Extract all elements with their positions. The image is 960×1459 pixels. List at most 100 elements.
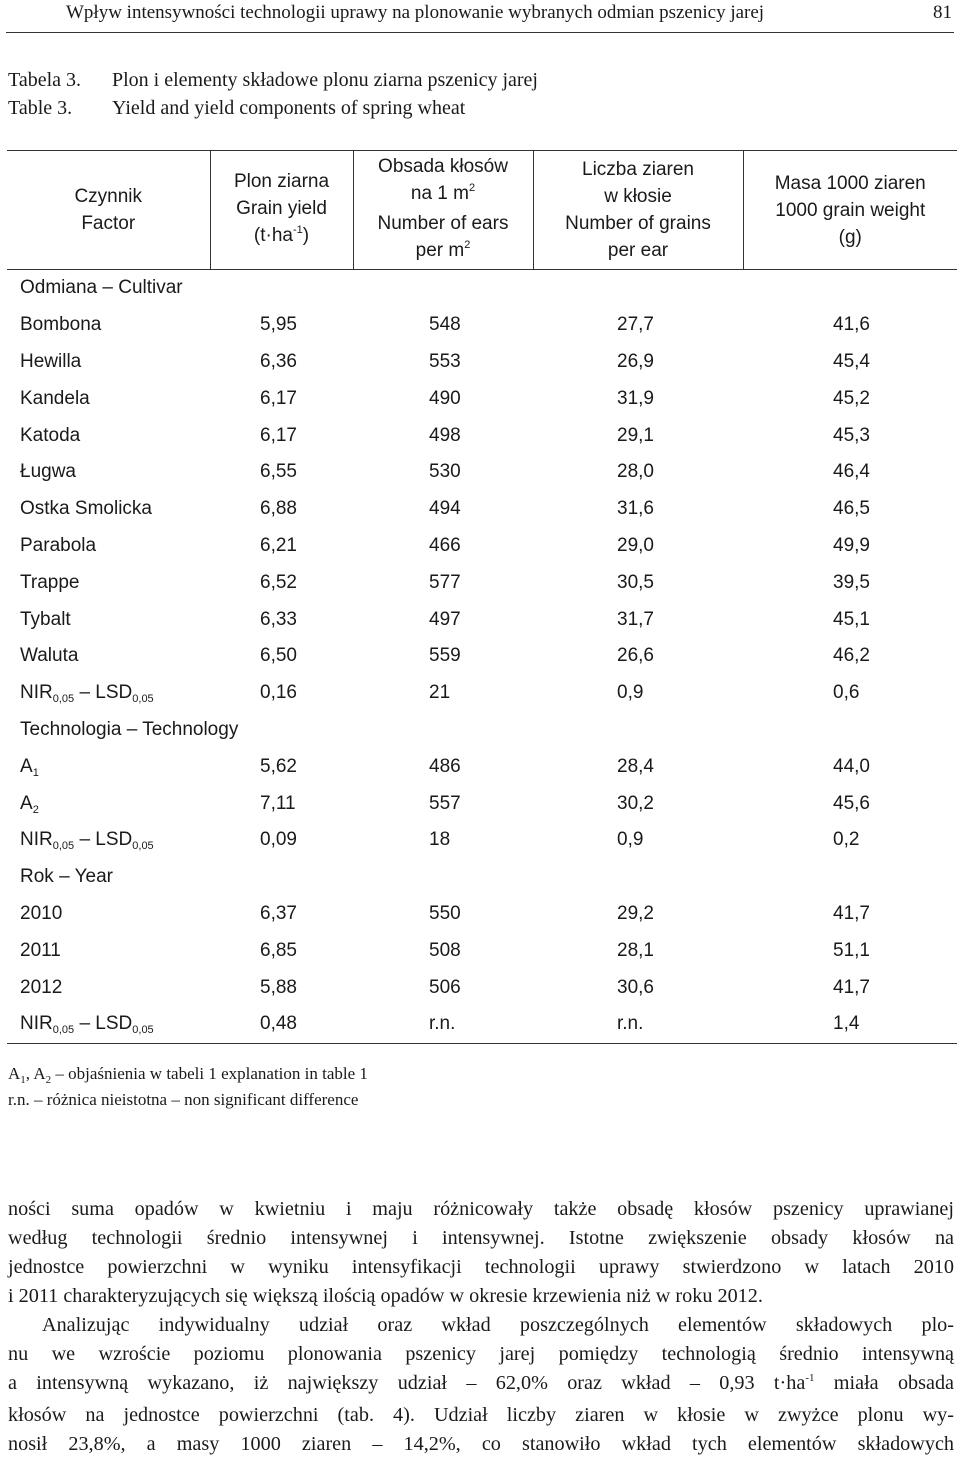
row-label: 2012 — [20, 976, 63, 998]
cultivar-row: Kandela 6,17 490 31,9 45,2 — [7, 380, 957, 417]
header-thousand-grain-weight: Masa 1000 ziaren 1000 grain weight (g) — [743, 150, 957, 270]
p1-line-1: ności suma opadów w kwietniu i maju różn… — [8, 1198, 954, 1220]
cell-value: 548 — [429, 314, 461, 336]
caption-label-pl: Tabela 3. — [8, 69, 82, 91]
running-head: Wpływ intensywności technologii uprawy n… — [0, 0, 960, 33]
section-label-technology: Technologia – Technology — [20, 718, 239, 740]
lsd-value: 0,9 — [617, 829, 644, 851]
cell-value: 6,17 — [260, 387, 297, 409]
cell-value: 26,9 — [617, 350, 654, 372]
cell-value: 28,4 — [617, 755, 654, 777]
year-row: 2011 6,85 508 28,1 51,1 — [7, 932, 957, 969]
row-label: A1 — [20, 755, 39, 779]
header-factor: Czynnik Factor — [7, 150, 211, 270]
row-label: 2011 — [20, 939, 61, 961]
cell-value: 508 — [429, 939, 461, 961]
note-rn-explanation: r.n. – różnica nieistotna – non signific… — [8, 1090, 359, 1109]
table-body: Odmiana – Cultivar Bombona 5,95 548 27,7 41,… — [7, 270, 957, 1044]
p2-line-5: nosił 23,8%, a masy 1000 ziaren – 14,2%,… — [8, 1433, 954, 1455]
cell-value: 6,21 — [260, 534, 297, 556]
row-label: Tybalt — [20, 608, 71, 630]
cell-value: 466 — [429, 534, 461, 556]
cell-value: 51,1 — [833, 939, 870, 961]
cell-value: 6,88 — [260, 498, 297, 520]
cell-value: 29,0 — [617, 534, 654, 556]
year-row: 2010 6,37 550 29,2 41,7 — [7, 896, 957, 933]
year-lsd-row: NIR0,05 – LSD0,05 0,48 r.n. r.n. 1,4 — [7, 1005, 957, 1044]
cell-value: 29,1 — [617, 424, 654, 446]
lsd-value: 0,2 — [833, 829, 860, 851]
cultivar-row: Parabola 6,21 466 29,0 49,9 — [7, 528, 957, 565]
cell-value: 5,88 — [260, 976, 297, 998]
section-label-year: Rok – Year — [20, 866, 113, 888]
cell-value: 45,3 — [833, 424, 870, 446]
p2-line-4: kłosów na jednostce powierzchni (tab. 4)… — [8, 1404, 954, 1426]
lsd-label: NIR0,05 – LSD0,05 — [7, 1005, 210, 1044]
cultivar-row: Ostka Smolicka 6,88 494 31,6 46,5 — [7, 491, 957, 528]
cell-value: 6,36 — [260, 350, 297, 372]
p1-line-3: jednostce powierzchni w wyniku intensyfi… — [8, 1256, 954, 1278]
cell-value: 30,2 — [617, 792, 654, 814]
p2-line-1: Analizując indywidualny udział oraz wkła… — [42, 1314, 954, 1336]
lsd-value: 21 — [429, 682, 451, 704]
header-grain-yield: Plon ziarna Grain yield (t·ha-1) — [210, 150, 354, 270]
row-label: Katoda — [20, 424, 81, 446]
p1-line-4: i 2011 charakteryzujących się większą il… — [8, 1285, 763, 1307]
technology-row: A1 5,62 486 28,4 44,0 — [7, 748, 957, 785]
cultivar-row: Bombona 5,95 548 27,7 41,6 — [7, 307, 957, 344]
cell-value: 26,6 — [617, 645, 654, 667]
cell-value: 30,5 — [617, 571, 654, 593]
header-number-of-ears: Obsada kłosów na 1 m2 Number of ears per… — [353, 150, 534, 270]
cell-value: 31,6 — [617, 498, 654, 520]
cell-value: 557 — [429, 792, 461, 814]
table-notes: A1, A2 – objaśnienia w tabeli 1 explanat… — [8, 1062, 368, 1111]
caption-title-en: Yield and yield components of spring whe… — [112, 97, 466, 119]
header-grains-per-ear: Liczba ziaren w kłosie Number of grains … — [533, 150, 744, 270]
lsd-label: NIR0,05 – LSD0,05 — [20, 829, 154, 853]
cultivar-row: Waluta 6,50 559 26,6 46,2 — [7, 638, 957, 675]
cell-value: 27,7 — [617, 314, 654, 336]
cultivar-row: Trappe 6,52 577 30,5 39,5 — [7, 564, 957, 601]
cell-value: 46,5 — [833, 498, 870, 520]
cell-value: 5,95 — [260, 314, 297, 336]
cell-value: 46,4 — [833, 461, 870, 483]
cultivar-row: Ługwa 6,55 530 28,0 46,4 — [7, 454, 957, 491]
lsd-value: 0,6 — [833, 682, 860, 704]
note-technology-explanation: A1, A2 – objaśnienia w tabeli 1 explanat… — [8, 1064, 368, 1086]
technology-lsd-row: NIR0,05 – LSD0,05 0,09 18 0,9 0,2 — [7, 822, 957, 859]
cell-value: 486 — [429, 755, 461, 777]
cell-value: 45,4 — [833, 350, 870, 372]
row-label: Kandela — [20, 387, 90, 409]
cell-value: 7,11 — [260, 792, 296, 814]
row-label: A2 — [20, 792, 39, 816]
row-label: Parabola — [20, 534, 97, 556]
cell-value: 6,85 — [260, 939, 297, 961]
cell-value: 577 — [429, 571, 461, 593]
section-row-year: Rok – Year — [7, 859, 957, 896]
cell-value: 29,2 — [617, 902, 654, 924]
cell-value: 30,6 — [617, 976, 654, 998]
lsd-value: 1,4 — [743, 1005, 957, 1044]
cell-value: 506 — [429, 976, 461, 998]
lsd-label: NIR0,05 – LSD0,05 — [20, 682, 154, 706]
lsd-value: 0,09 — [260, 829, 297, 851]
cell-value: 6,17 — [260, 424, 297, 446]
yield-table: Czynnik Factor Plon ziarna Grain yield (… — [7, 150, 957, 1044]
cell-value: 497 — [429, 608, 461, 630]
cultivar-row: Hewilla 6,36 553 26,9 45,4 — [7, 344, 957, 381]
cultivar-row: Katoda 6,17 498 29,1 45,3 — [7, 417, 957, 454]
row-label: Ługwa — [20, 461, 76, 483]
cell-value: 44,0 — [833, 755, 870, 777]
cell-value: 41,7 — [833, 902, 870, 924]
year-row: 2012 5,88 506 30,6 41,7 — [7, 969, 957, 1006]
table-caption: Tabela 3. Plon i elementy składowe plonu… — [8, 66, 538, 122]
cell-value: 45,2 — [833, 387, 870, 409]
paragraph-1: ności suma opadów w kwietniu i maju różn… — [8, 1195, 954, 1311]
cell-value: 31,7 — [617, 608, 654, 630]
caption-label-en: Table 3. — [8, 97, 73, 119]
section-row-technology: Technologia – Technology — [7, 712, 957, 749]
lsd-value: 0,9 — [617, 682, 644, 704]
cell-value: 6,37 — [260, 902, 297, 924]
lsd-value: 0,16 — [260, 682, 297, 704]
row-label: 2010 — [20, 902, 63, 924]
